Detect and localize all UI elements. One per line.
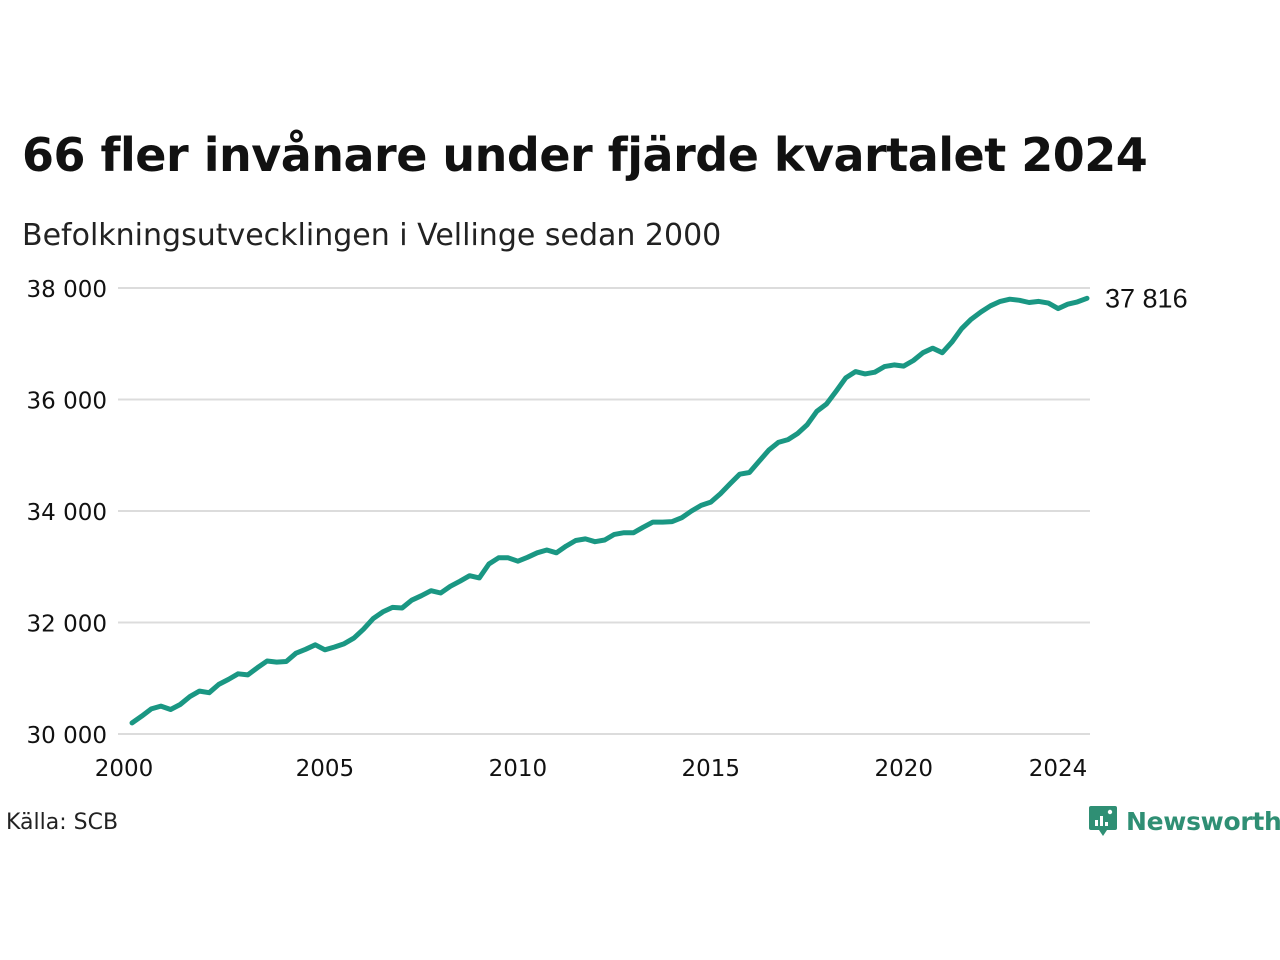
y-tick-label: 38 000 xyxy=(27,277,107,303)
x-tick-label: 2000 xyxy=(95,756,154,782)
chart-subtitle: Befolkningsutvecklingen i Vellinge sedan… xyxy=(22,218,722,253)
series-line xyxy=(129,295,1090,726)
x-tick-label: 2020 xyxy=(874,756,933,782)
x-tick-label: 2005 xyxy=(296,756,355,782)
x-tick-label: 2024 xyxy=(1029,756,1088,782)
y-tick-label: 34 000 xyxy=(27,500,107,526)
source-label: Källa: SCB xyxy=(6,810,119,835)
x-tick-label: 2015 xyxy=(682,756,741,782)
brand-logo: Newsworthy xyxy=(1088,804,1280,838)
x-tick-label: 2010 xyxy=(489,756,548,782)
newsworthy-logo-icon xyxy=(1089,806,1117,836)
y-tick-label: 32 000 xyxy=(27,612,107,638)
chart-title: 66 fler invånare under fjärde kvartalet … xyxy=(22,128,1148,182)
end-value-label: 37 816 xyxy=(1105,283,1188,313)
y-tick-label: 30 000 xyxy=(27,723,107,749)
brand-name: Newsworthy xyxy=(1126,806,1280,836)
y-tick-label: 36 000 xyxy=(27,389,107,415)
